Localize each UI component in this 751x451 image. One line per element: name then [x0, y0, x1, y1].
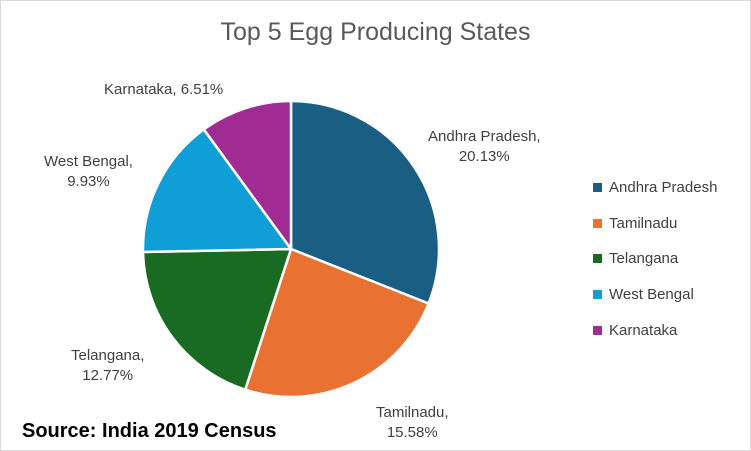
legend-label: Tamilnadu: [609, 214, 678, 232]
legend-item-west-bengal: West Bengal: [593, 277, 717, 313]
legend-swatch: [593, 325, 602, 335]
chart-title: Top 5 Egg Producing States: [220, 18, 531, 46]
pie-slice-west-bengal: [141, 128, 293, 254]
legend-label: Andhra Pradesh: [609, 179, 718, 197]
pie-slice-andhra-pradesh: [289, 99, 441, 305]
legend-item-karnataka: Karnataka: [593, 312, 717, 348]
data-label-andhra-pradesh: Andhra Pradesh, 20.13%: [428, 128, 541, 165]
chart-legend: Andhra Pradesh Tamilnadu Telangana West …: [593, 170, 717, 348]
pie-slice-karnataka: [202, 99, 293, 251]
legend-label: West Bengal: [609, 286, 694, 304]
source-note: Source: India 2019 Census: [22, 420, 277, 442]
legend-item-tamilnadu: Tamilnadu: [593, 206, 717, 242]
legend-swatch: [593, 254, 602, 264]
legend-item-andhra-pradesh: Andhra Pradesh: [593, 170, 717, 206]
data-label-telangana: Telangana, 12.77%: [71, 347, 145, 384]
legend-swatch: [593, 218, 602, 228]
legend-item-telangana: Telangana: [593, 241, 717, 277]
data-label-karnataka: Karnataka, 6.51%: [104, 81, 224, 98]
pie-slice-tamilnadu: [243, 247, 430, 399]
legend-swatch: [593, 290, 602, 300]
pie-slice-telangana: [141, 247, 293, 391]
data-label-tamilnadu: Tamilnadu, 15.58%: [376, 404, 449, 441]
legend-label: Karnataka: [609, 321, 678, 339]
data-label-west-bengal: West Bengal, 9.93%: [44, 153, 133, 190]
legend-swatch: [593, 183, 602, 193]
legend-label: Telangana: [609, 250, 679, 268]
